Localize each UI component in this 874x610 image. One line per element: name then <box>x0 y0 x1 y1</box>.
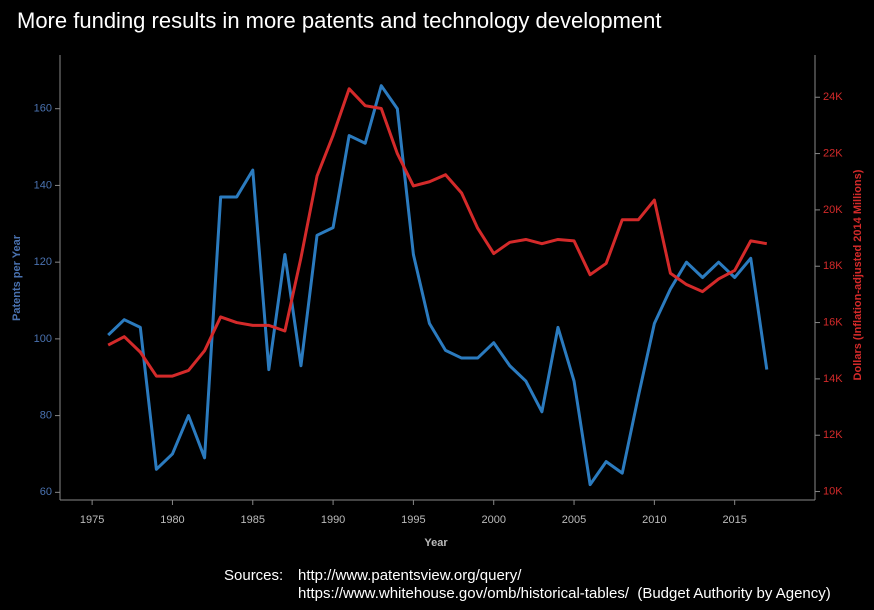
y2-axis-label: Dollars (Inflation-adjusted 2014 Million… <box>852 169 864 380</box>
source: http://www.patentsview.org/query/ <box>298 567 522 584</box>
y2-tick-label: 18K <box>823 260 843 272</box>
sources-label: Sources: <box>224 567 283 584</box>
x-tick-label: 1975 <box>80 514 104 526</box>
y2-tick-label: 24K <box>823 91 843 103</box>
y2-tick-label: 22K <box>823 147 843 159</box>
x-tick-label: 1990 <box>321 514 345 526</box>
y-tick-label: 80 <box>40 410 52 422</box>
y2-tick-label: 14K <box>823 373 843 385</box>
line-series <box>107 84 769 487</box>
source: https://www.whitehouse.gov/omb/historica… <box>298 585 831 602</box>
y-tick-label: 140 <box>34 179 52 191</box>
x-tick-label: 2005 <box>562 514 586 526</box>
x-axis-label: Year <box>424 537 448 549</box>
y-tick-label: 60 <box>40 486 52 498</box>
y2-tick-label: 16K <box>823 316 843 328</box>
y2-tick-label: 10K <box>823 485 843 497</box>
y-tick-label: 160 <box>34 103 52 115</box>
x-tick-label: 1985 <box>241 514 265 526</box>
x-tick-label: 2015 <box>722 514 746 526</box>
line-series <box>107 87 768 378</box>
y2-tick-label: 12K <box>823 429 843 441</box>
x-tick-label: 2010 <box>642 514 666 526</box>
x-tick-label: 2000 <box>481 514 505 526</box>
chart-title: More funding results in more patents and… <box>17 8 662 33</box>
y-axis-label: Patents per Year <box>11 234 23 321</box>
x-tick-label: 1980 <box>160 514 184 526</box>
y-tick-label: 120 <box>34 256 52 268</box>
y-tick-label: 100 <box>34 333 52 345</box>
y2-tick-label: 20K <box>823 204 843 216</box>
x-tick-label: 1995 <box>401 514 425 526</box>
